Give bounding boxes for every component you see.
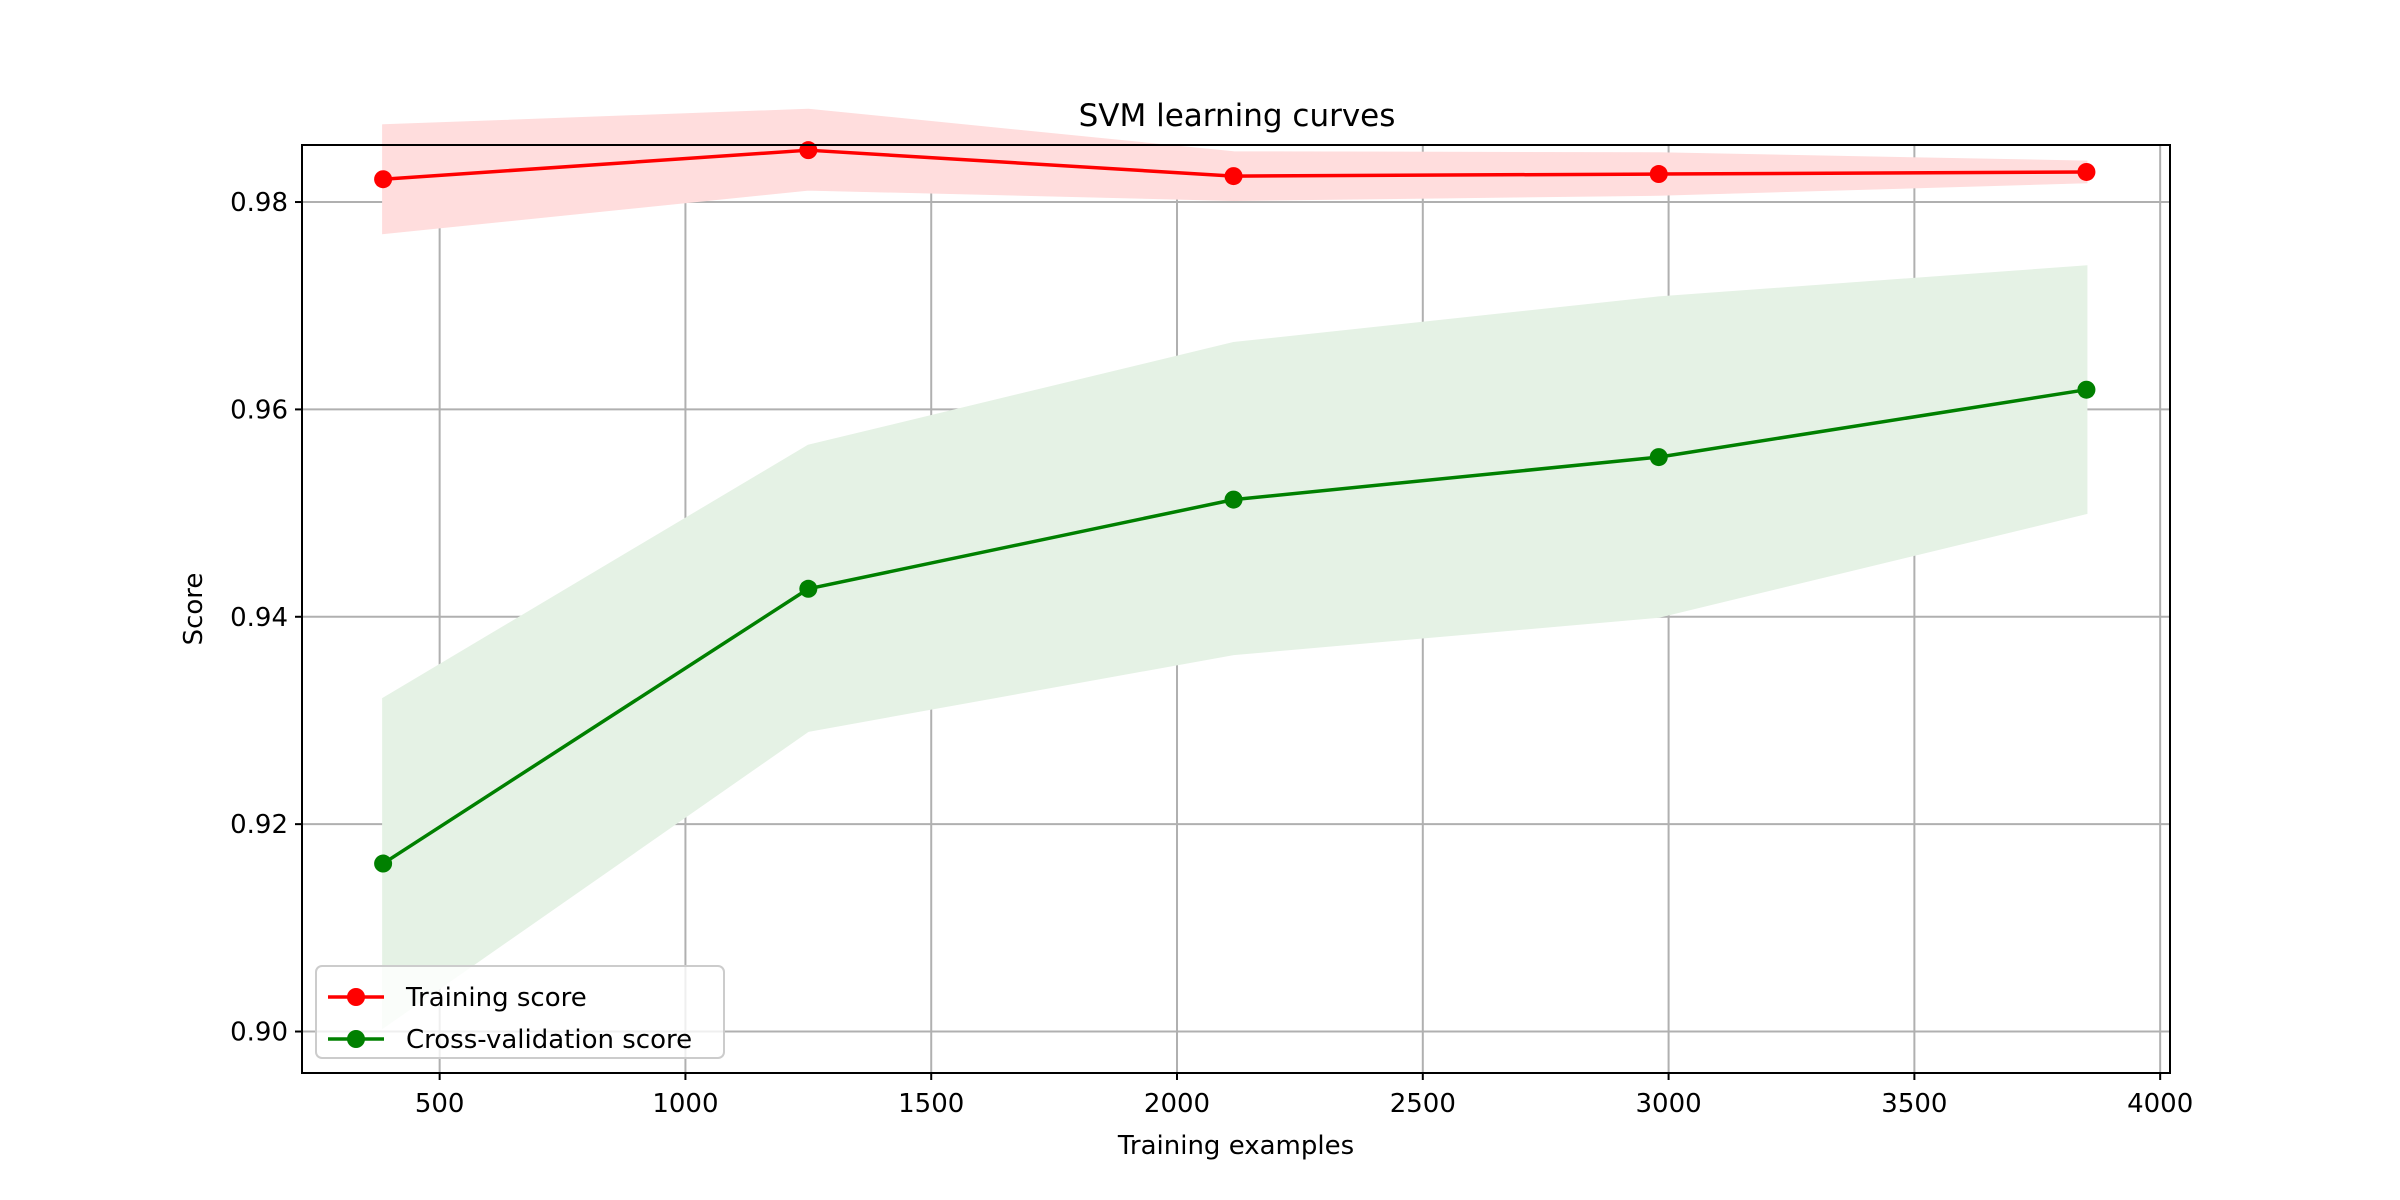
cross-validation-score-point: [1224, 490, 1243, 509]
cross-validation-score-point: [374, 854, 393, 873]
legend-entries: Training score Cross-validation score: [328, 983, 692, 1055]
training-score-point: [799, 141, 818, 160]
y-tick-label: 0.98: [230, 188, 288, 218]
y-tick-label: 0.92: [230, 810, 288, 840]
plot-frame: [301, 144, 2171, 1074]
plot-area: [301, 108, 2171, 1074]
legend-cross-validation-score-marker: [347, 1030, 365, 1048]
y-tick-label: 0.90: [230, 1018, 288, 1048]
x-tick-label: 2000: [1144, 1089, 1210, 1119]
training-score-point: [1649, 165, 1668, 184]
chart-title: SVM learning curves: [1079, 98, 1396, 134]
y-axis-ticks: 0.90 0.92 0.94 0.96 0.98: [230, 188, 302, 1048]
series-markers: [374, 141, 2096, 873]
x-tick-label: 3500: [1881, 1089, 1947, 1119]
training-score-point: [1224, 167, 1243, 186]
x-tick-label: 4000: [2127, 1089, 2193, 1119]
legend-training-score-label: Training score: [405, 983, 587, 1013]
x-axis-label: Training examples: [1117, 1131, 1354, 1161]
x-tick-label: 1000: [652, 1089, 718, 1119]
x-tick-label: 500: [415, 1089, 465, 1119]
y-axis-label: Score: [179, 573, 209, 646]
cross-validation-score-point: [1649, 448, 1668, 467]
y-tick-label: 0.96: [230, 395, 288, 425]
x-axis-ticks: 500 1000 1500 2000 2500 3000 3500 4000: [415, 1073, 2193, 1119]
cross-validation-score-point: [799, 579, 818, 598]
x-tick-label: 2500: [1390, 1089, 1456, 1119]
training-score-point: [2077, 162, 2096, 181]
x-tick-label: 1500: [898, 1089, 964, 1119]
legend-box: [315, 965, 725, 1059]
legend-training-score-marker: [347, 988, 365, 1006]
cross-validation-score-point: [2077, 380, 2096, 399]
x-tick-label: 3000: [1636, 1089, 1702, 1119]
training-score-point: [374, 170, 393, 189]
legend-cross-validation-score-label: Cross-validation score: [406, 1025, 692, 1055]
y-tick-label: 0.94: [230, 603, 288, 633]
legend: Training score Cross-validation score: [315, 965, 725, 1059]
